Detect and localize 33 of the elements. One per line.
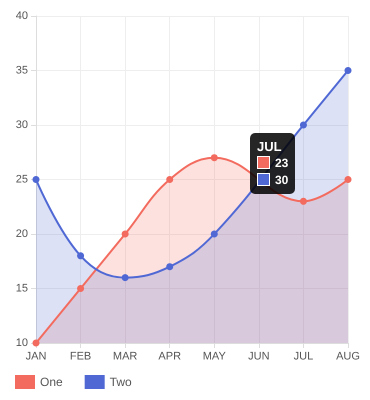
legend-label: One	[40, 375, 64, 389]
point	[300, 198, 307, 205]
point	[77, 252, 84, 260]
annotation: 30	[274, 172, 288, 189]
point	[77, 285, 84, 292]
x-tick-label: MAY	[202, 350, 226, 362]
x-tick-label: AUG	[336, 350, 360, 362]
point	[344, 67, 352, 74]
point	[166, 176, 174, 183]
y-tick-label: 20	[16, 228, 28, 240]
x-tick-label: JUL	[294, 350, 314, 362]
y-tick-label: 25	[16, 174, 28, 186]
y-tick-label: 35	[16, 64, 28, 76]
y-tick-label: 40	[16, 10, 28, 22]
legend-label: Two	[110, 375, 132, 389]
y-tick-label: 15	[16, 282, 28, 294]
point	[166, 263, 174, 270]
point	[210, 230, 218, 238]
y-tick-label: 10	[16, 337, 28, 349]
x-tick-label: JUN	[248, 350, 270, 362]
point	[122, 274, 129, 282]
point	[32, 176, 40, 183]
x-tick-label: JAN	[26, 350, 46, 362]
point	[122, 230, 129, 238]
y-tick-label: 30	[16, 119, 28, 131]
point	[344, 176, 352, 183]
x-tick-label: MAR	[112, 350, 138, 362]
point	[210, 154, 218, 162]
annotation: 23	[274, 155, 288, 172]
x-tick-label: FEB	[70, 350, 92, 362]
x-tick-label: APR	[158, 350, 182, 362]
annotation: JUL	[257, 138, 283, 155]
point	[300, 122, 307, 128]
